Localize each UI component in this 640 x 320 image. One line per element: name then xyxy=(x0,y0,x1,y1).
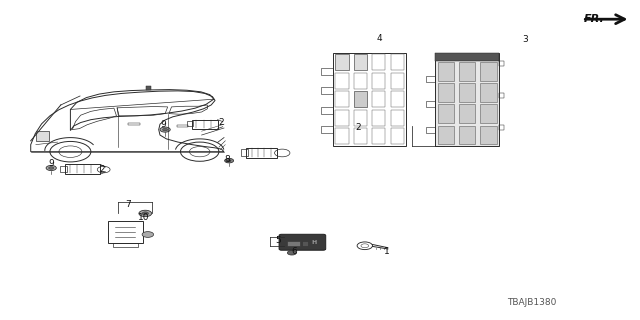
Bar xyxy=(177,125,188,127)
Bar xyxy=(65,164,100,174)
Bar xyxy=(354,91,367,107)
Bar xyxy=(459,126,476,144)
Text: H: H xyxy=(311,240,316,245)
Text: 7: 7 xyxy=(125,200,131,209)
Bar xyxy=(438,104,454,123)
Bar xyxy=(459,104,476,123)
Bar xyxy=(481,83,497,102)
Bar xyxy=(246,148,277,158)
Bar xyxy=(321,126,333,133)
Bar xyxy=(335,91,349,107)
Bar xyxy=(372,110,385,126)
Bar xyxy=(333,53,406,146)
Bar xyxy=(435,53,499,146)
Bar xyxy=(335,110,349,126)
Bar xyxy=(481,126,497,144)
Bar xyxy=(187,121,193,126)
Text: 9: 9 xyxy=(161,120,166,129)
Bar xyxy=(390,91,404,107)
Bar xyxy=(321,107,333,114)
Bar xyxy=(372,73,385,89)
Circle shape xyxy=(225,158,234,163)
Bar xyxy=(36,131,49,141)
Bar xyxy=(438,83,454,102)
Bar xyxy=(287,241,300,246)
Bar xyxy=(335,54,349,70)
Bar xyxy=(241,149,248,156)
Text: TBAJB1380: TBAJB1380 xyxy=(508,298,557,307)
Text: 2: 2 xyxy=(218,118,223,127)
Text: 10: 10 xyxy=(138,213,150,222)
Bar xyxy=(372,128,385,144)
Bar xyxy=(372,91,385,107)
Bar xyxy=(459,62,476,81)
Bar xyxy=(438,126,454,144)
Text: 3: 3 xyxy=(522,36,527,44)
Text: 6: 6 xyxy=(292,247,297,256)
Bar xyxy=(390,73,404,89)
Bar xyxy=(146,86,151,90)
Bar xyxy=(108,221,143,243)
Text: 4: 4 xyxy=(376,34,381,43)
Circle shape xyxy=(49,167,54,169)
Bar xyxy=(390,54,404,70)
Bar xyxy=(499,125,504,130)
Text: 1: 1 xyxy=(385,247,390,256)
Text: 8: 8 xyxy=(225,156,230,164)
Bar xyxy=(459,83,476,102)
Text: 9: 9 xyxy=(49,159,54,168)
Bar xyxy=(426,76,435,82)
Circle shape xyxy=(139,210,152,217)
Text: 2: 2 xyxy=(356,124,361,132)
Circle shape xyxy=(160,127,170,132)
Bar xyxy=(354,73,367,89)
Bar xyxy=(499,61,504,66)
Bar xyxy=(390,128,404,144)
Bar xyxy=(335,128,349,144)
Bar xyxy=(192,120,218,129)
Bar xyxy=(354,128,367,144)
Bar xyxy=(426,127,435,133)
Bar xyxy=(335,73,349,89)
Text: FR.: FR. xyxy=(584,13,604,24)
Circle shape xyxy=(142,232,154,237)
Bar xyxy=(302,241,308,246)
Circle shape xyxy=(227,160,231,162)
Bar xyxy=(60,166,67,172)
Text: 2: 2 xyxy=(100,165,105,174)
Bar xyxy=(499,93,504,98)
Bar xyxy=(438,62,454,81)
Bar xyxy=(128,123,140,125)
Text: 5: 5 xyxy=(276,236,281,245)
Bar xyxy=(372,54,385,70)
Bar xyxy=(481,104,497,123)
Bar xyxy=(354,54,367,70)
Bar xyxy=(426,101,435,107)
Bar xyxy=(481,62,497,81)
Bar xyxy=(113,243,138,247)
Bar xyxy=(390,110,404,126)
Bar xyxy=(321,87,333,94)
Circle shape xyxy=(287,251,296,255)
Circle shape xyxy=(163,128,168,131)
Bar xyxy=(321,68,333,75)
Bar xyxy=(435,53,499,61)
Bar xyxy=(354,110,367,126)
Circle shape xyxy=(142,212,148,215)
FancyBboxPatch shape xyxy=(279,234,326,250)
Circle shape xyxy=(46,165,56,171)
